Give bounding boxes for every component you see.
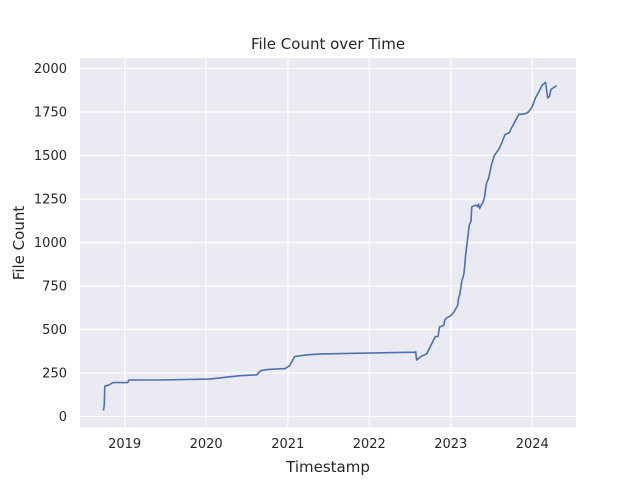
x-tick-label: 2020 bbox=[190, 437, 223, 452]
y-tick-label: 1750 bbox=[34, 105, 67, 120]
x-tick-label: 2023 bbox=[434, 437, 467, 452]
x-tick-label: 2019 bbox=[108, 437, 141, 452]
y-tick-label: 1000 bbox=[34, 236, 67, 251]
file-count-line bbox=[102, 81, 558, 411]
x-tick-label: 2022 bbox=[353, 437, 386, 452]
x-axis-title: Timestamp bbox=[285, 458, 370, 476]
x-tick-labels: 2019 2020 2021 2022 2023 2024 bbox=[108, 437, 549, 452]
y-tick-label: 1500 bbox=[34, 149, 67, 164]
y-tick-label: 500 bbox=[42, 323, 67, 338]
x-tick-label: 2021 bbox=[271, 437, 304, 452]
chart-title: File Count over Time bbox=[251, 35, 405, 53]
y-tick-label: 750 bbox=[42, 280, 67, 295]
y-tick-labels: 0 250 500 750 1000 1250 1500 1750 2000 bbox=[34, 62, 67, 425]
y-tick-label: 0 bbox=[59, 410, 67, 425]
y-axis-title: File Count bbox=[10, 206, 28, 281]
y-tick-label: 250 bbox=[42, 367, 67, 382]
y-gridlines bbox=[80, 67, 576, 418]
x-tick-label: 2024 bbox=[516, 437, 549, 452]
y-tick-label: 2000 bbox=[34, 62, 67, 77]
y-tick-label: 1250 bbox=[34, 192, 67, 207]
